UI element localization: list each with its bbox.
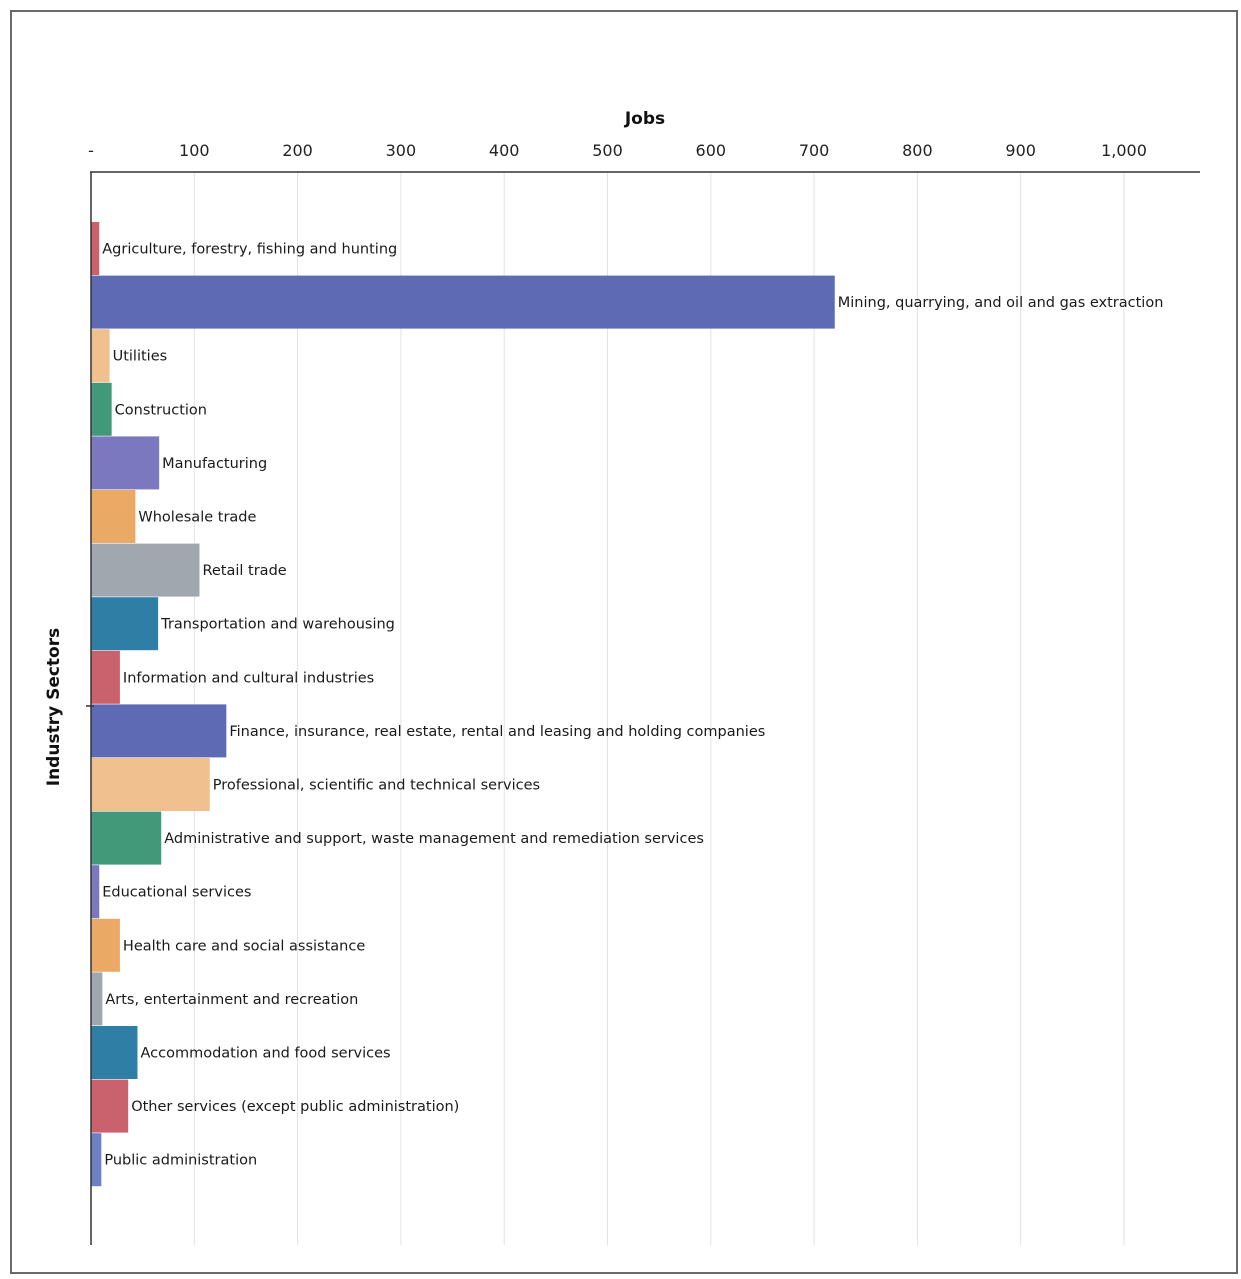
bar	[91, 597, 159, 651]
bar	[91, 758, 210, 811]
bar-label: Manufacturing	[162, 456, 267, 472]
bar	[91, 972, 103, 1026]
x-tick-label: 400	[489, 141, 520, 160]
bar	[91, 865, 100, 919]
bar-labels: Agriculture, forestry, fishing and hunti…	[102, 242, 1163, 1169]
bar	[91, 222, 100, 275]
x-axis-title: Jobs	[624, 109, 665, 129]
bar-label: Information and cultural industries	[123, 670, 374, 686]
bar-label: Construction	[115, 402, 207, 418]
bar	[91, 704, 227, 758]
bar	[91, 1026, 138, 1079]
bar-label: Other services (except public administra…	[131, 1099, 459, 1115]
bar-label: Administrative and support, waste manage…	[164, 831, 704, 847]
x-tick-label: 800	[902, 141, 933, 160]
bar-label: Public administration	[104, 1153, 257, 1169]
bar	[91, 275, 835, 329]
bar-label: Educational services	[102, 885, 251, 901]
bar	[91, 543, 200, 597]
x-tick-labels: - 100 200 300 400 500 600 700 800 900 1,000	[88, 141, 1147, 160]
bar-label: Retail trade	[202, 563, 286, 579]
bar	[91, 1079, 129, 1133]
bar-label: Utilities	[113, 349, 168, 365]
bar	[91, 382, 112, 436]
y-axis-title: Industry Sectors	[44, 628, 64, 787]
x-tick-label: 200	[282, 141, 313, 160]
bar	[91, 490, 136, 543]
bar-label: Accommodation and food services	[140, 1046, 390, 1062]
bar	[91, 1133, 102, 1187]
x-tick-label: 100	[179, 141, 210, 160]
bar	[91, 436, 160, 490]
x-tick-label: 900	[1005, 141, 1036, 160]
bar	[91, 918, 120, 972]
bar-label: Mining, quarrying, and oil and gas extra…	[838, 295, 1164, 311]
bar-label: Finance, insurance, real estate, rental …	[229, 724, 765, 740]
x-tick-label: 1,000	[1101, 141, 1147, 160]
bar-label: Agriculture, forestry, fishing and hunti…	[102, 242, 397, 258]
bar-label: Professional, scientific and technical s…	[213, 778, 540, 794]
bar-label: Wholesale trade	[138, 510, 256, 526]
gridlines	[193, 172, 1125, 1245]
bar-label: Arts, entertainment and recreation	[105, 992, 358, 1008]
x-tick-label: 700	[799, 141, 830, 160]
bar	[91, 329, 110, 383]
axes	[86, 171, 1200, 1245]
x-tick-label: 500	[592, 141, 623, 160]
bar-label: Transportation and warehousing	[160, 617, 395, 633]
bars	[91, 222, 835, 1187]
x-tick-label: 600	[696, 141, 727, 160]
bar	[91, 650, 120, 704]
x-tick-label: -	[88, 141, 94, 160]
bar-label: Health care and social assistance	[123, 938, 365, 954]
chart-frame	[10, 10, 1238, 1274]
bar	[91, 811, 162, 865]
x-tick-label: 300	[386, 141, 417, 160]
